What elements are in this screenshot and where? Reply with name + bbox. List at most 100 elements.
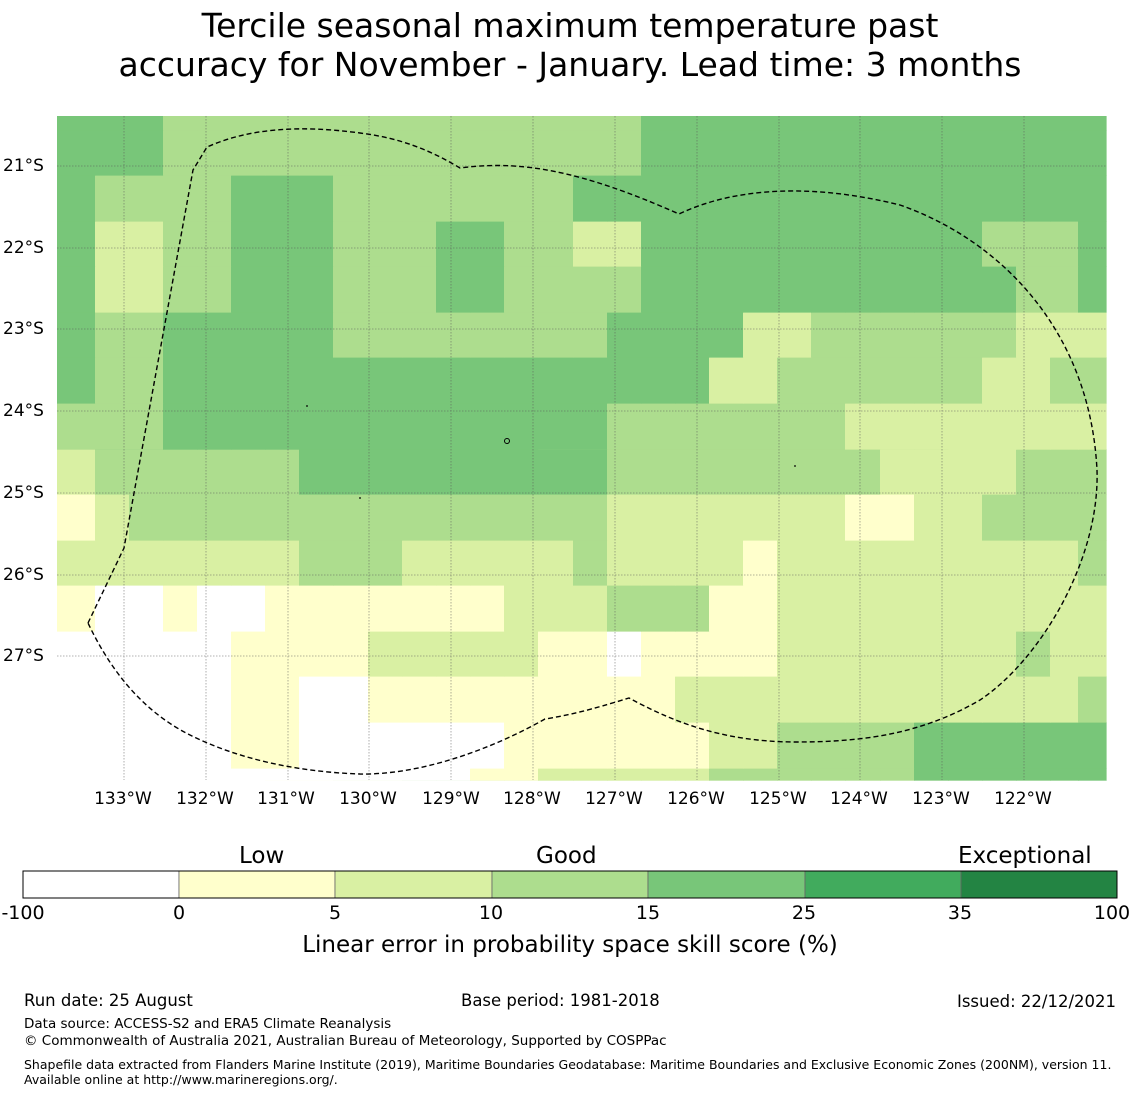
grid-cell (982, 676, 1017, 723)
grid-cell (1078, 585, 1107, 632)
grid-cell (777, 540, 812, 586)
grid-cell (1016, 540, 1051, 586)
grid-cell (573, 494, 608, 541)
grid-cell (95, 494, 130, 541)
grid-cell (1050, 175, 1079, 222)
grid-cell (470, 676, 505, 723)
grid-cell (709, 631, 744, 677)
grid-cell (197, 175, 232, 222)
grid-cell (538, 312, 574, 358)
grid-cell (675, 266, 710, 313)
grid-cell (982, 403, 1017, 450)
grid-cell (811, 266, 846, 313)
grid-cell (333, 494, 369, 541)
grid-cell (880, 312, 915, 358)
grid-cell (538, 768, 574, 781)
grid-cell (948, 676, 983, 723)
grid-cell (675, 403, 710, 450)
grid-cell (129, 676, 164, 723)
maritime-boundary-line (87, 128, 1098, 775)
grid-cell (299, 175, 334, 222)
grid-cell (402, 221, 437, 267)
grid-cell (470, 631, 505, 677)
grid-cell (709, 130, 744, 176)
grid-cell (231, 768, 266, 781)
grid-cell (1078, 494, 1107, 541)
grid-cell (982, 175, 1017, 222)
lon-label-125w: 125°W (749, 789, 807, 809)
grid-cell (436, 116, 471, 131)
grid-cell (436, 403, 471, 450)
grid-cell (129, 116, 164, 131)
grid-cell (436, 449, 471, 495)
grid-cell (470, 312, 505, 358)
grid-cell (333, 266, 369, 313)
grid-cell (504, 312, 539, 358)
grid-cell (607, 312, 642, 358)
grid-cell (914, 312, 949, 358)
grid-cell (709, 494, 744, 541)
grid-cell (95, 676, 130, 723)
grid-cell (538, 266, 574, 313)
grid-cell (231, 266, 266, 313)
grid-cell (880, 540, 915, 586)
grid-cell (333, 676, 369, 723)
grid-cell (811, 116, 846, 131)
grid-cell (607, 768, 642, 781)
grid-cell (948, 540, 983, 586)
grid-cell (641, 494, 676, 541)
grid-cell (845, 130, 881, 176)
grid-cell (743, 403, 778, 450)
grid-cell (265, 676, 300, 723)
grid-cell (1050, 676, 1079, 723)
grid-cell (743, 631, 778, 677)
grid-cell (299, 266, 334, 313)
grid-cell (880, 585, 915, 632)
grid-cell (709, 722, 744, 769)
grid-cell (914, 494, 949, 541)
grid-cell (573, 631, 608, 677)
grid-cell (95, 631, 130, 677)
grid-cell (95, 221, 130, 267)
grid-cell (948, 266, 983, 313)
grid-cell (982, 585, 1017, 632)
island-marker (794, 465, 796, 467)
grid-cell (675, 722, 710, 769)
grid-cell (743, 221, 778, 267)
grid-cell (777, 130, 812, 176)
grid-cell (57, 540, 96, 586)
grid-cell (265, 449, 300, 495)
grid-cell (265, 631, 300, 677)
grid-cell (948, 403, 983, 450)
grid-cell (607, 116, 642, 131)
grid-cell (1016, 266, 1051, 313)
grid-cell (641, 631, 676, 677)
lon-label-130w: 130°W (339, 789, 397, 809)
grid-cell (538, 722, 574, 769)
grid-cell (197, 403, 232, 450)
grid-cell (436, 540, 471, 586)
grid-cell (607, 722, 642, 769)
grid-cell (368, 175, 403, 222)
colorbar-tick: 100 (1093, 902, 1131, 924)
grid-cell (777, 585, 812, 632)
grid-cell (470, 221, 505, 267)
grid-cell (777, 266, 812, 313)
grid-cell (504, 130, 539, 176)
grid-cell (402, 175, 437, 222)
grid-cell (675, 357, 710, 404)
grid-cell (95, 312, 130, 358)
grid-cell (948, 631, 983, 677)
grid-cell (538, 540, 574, 586)
grid-cell (845, 540, 881, 586)
grid-cell (607, 540, 642, 586)
grid-cell (129, 540, 164, 586)
grid-cell (845, 116, 881, 131)
grid-cell (1016, 676, 1051, 723)
grid-cell (1078, 540, 1107, 586)
grid-cell (368, 676, 403, 723)
grid-cell (197, 494, 232, 541)
grid-cell (914, 631, 949, 677)
grid-cell (811, 494, 846, 541)
grid-cell (95, 357, 130, 404)
